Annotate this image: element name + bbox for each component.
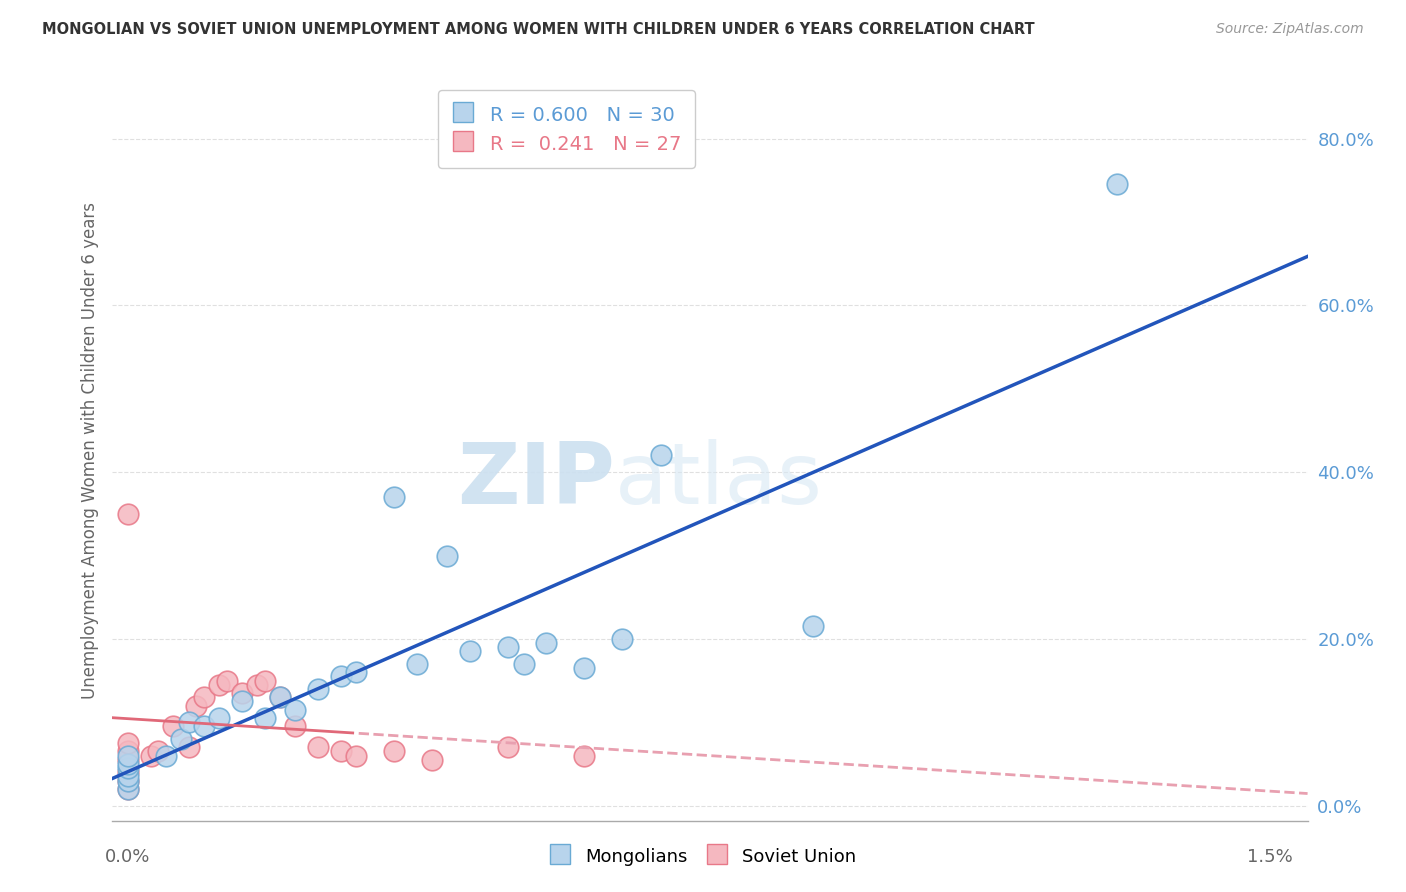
Point <box>208 711 231 725</box>
Point <box>574 661 596 675</box>
Point <box>117 765 139 780</box>
Point <box>117 761 139 775</box>
Point <box>498 640 520 655</box>
Point <box>382 490 405 504</box>
Point <box>801 619 824 633</box>
Text: atlas: atlas <box>614 439 823 522</box>
Point <box>231 686 253 700</box>
Legend: Mongolians, Soviet Union: Mongolians, Soviet Union <box>543 838 863 874</box>
Point <box>117 736 139 750</box>
Point <box>406 657 429 671</box>
Point <box>246 678 269 692</box>
Point <box>117 753 139 767</box>
Point <box>155 748 177 763</box>
Point <box>269 690 291 705</box>
Point <box>253 673 276 688</box>
Point <box>177 715 200 730</box>
Point <box>650 449 672 463</box>
Text: 1.5%: 1.5% <box>1247 848 1292 866</box>
Point <box>269 690 291 705</box>
Point <box>117 756 139 771</box>
Point <box>512 657 534 671</box>
Point <box>536 636 558 650</box>
Point <box>146 744 169 758</box>
Point <box>231 694 253 708</box>
Point <box>344 665 367 680</box>
Text: MONGOLIAN VS SOVIET UNION UNEMPLOYMENT AMONG WOMEN WITH CHILDREN UNDER 6 YEARS C: MONGOLIAN VS SOVIET UNION UNEMPLOYMENT A… <box>42 22 1035 37</box>
Point <box>458 644 481 658</box>
Point <box>253 711 276 725</box>
Point <box>186 698 208 713</box>
Point <box>193 719 215 733</box>
Point <box>139 748 162 763</box>
Y-axis label: Unemployment Among Women with Children Under 6 years: Unemployment Among Women with Children U… <box>80 202 98 699</box>
Point <box>162 719 184 733</box>
Point <box>117 744 139 758</box>
Point <box>307 681 329 696</box>
Point <box>574 748 596 763</box>
Point <box>208 678 231 692</box>
Text: 0.0%: 0.0% <box>105 848 150 866</box>
Point <box>329 744 352 758</box>
Point <box>177 740 200 755</box>
Point <box>170 731 193 746</box>
Point <box>117 773 139 788</box>
Point <box>498 740 520 755</box>
Legend: R = 0.600   N = 30, R =  0.241   N = 27: R = 0.600 N = 30, R = 0.241 N = 27 <box>437 90 696 168</box>
Point <box>284 719 307 733</box>
Point <box>117 748 139 763</box>
Point <box>117 507 139 521</box>
Point <box>117 781 139 796</box>
Text: ZIP: ZIP <box>457 439 614 522</box>
Point <box>215 673 238 688</box>
Point <box>382 744 405 758</box>
Point <box>344 748 367 763</box>
Text: Source: ZipAtlas.com: Source: ZipAtlas.com <box>1216 22 1364 37</box>
Point <box>1107 178 1129 192</box>
Point <box>117 769 139 783</box>
Point <box>193 690 215 705</box>
Point <box>420 753 443 767</box>
Point <box>329 669 352 683</box>
Point <box>612 632 634 646</box>
Point <box>117 773 139 788</box>
Point <box>284 703 307 717</box>
Point <box>117 781 139 796</box>
Point <box>307 740 329 755</box>
Point <box>436 549 458 563</box>
